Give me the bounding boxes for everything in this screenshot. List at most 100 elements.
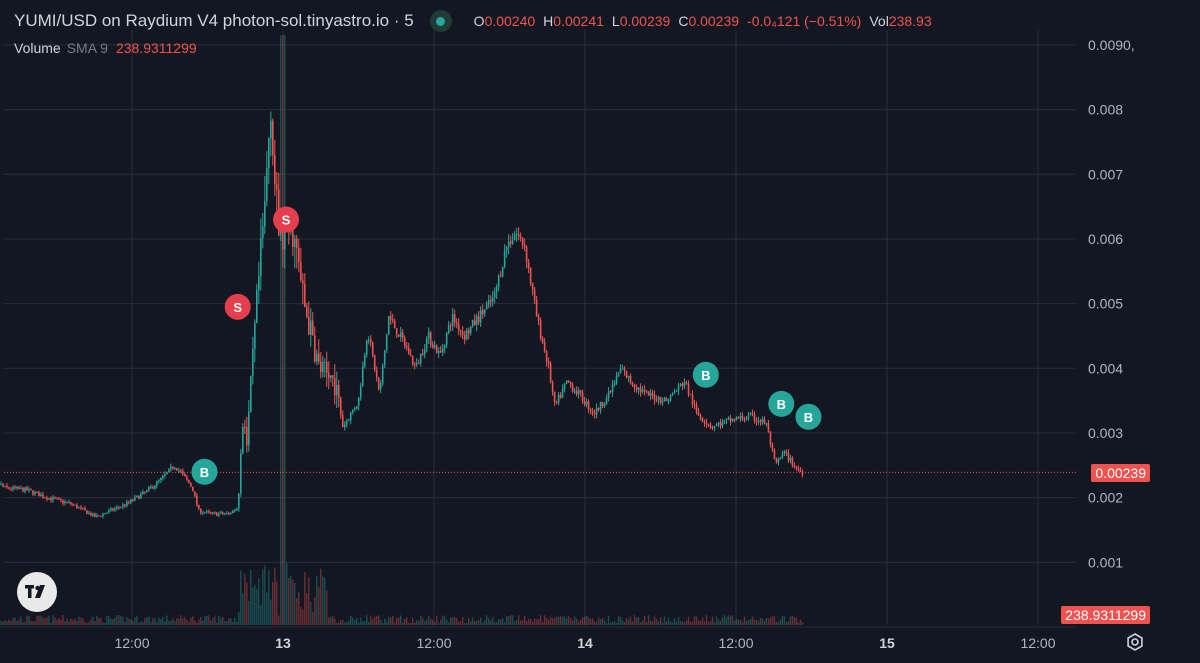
- volume-bar: [519, 620, 522, 625]
- candle-body: [16, 486, 18, 489]
- candle-body: [411, 355, 414, 365]
- volume-bar: [360, 617, 362, 625]
- candle-body: [377, 377, 380, 389]
- candle-body: [266, 168, 268, 202]
- volume-legend-name: Volume: [14, 40, 61, 56]
- candle-body: [148, 487, 150, 491]
- candle-body: [393, 320, 396, 329]
- volume-bar: [661, 622, 664, 625]
- candle-body: [256, 289, 258, 323]
- volume-bar: [58, 618, 60, 625]
- volume-bar: [36, 615, 38, 625]
- volume-bar: [779, 619, 782, 625]
- volume-bar: [124, 622, 126, 625]
- candle-body: [335, 384, 338, 396]
- volume-bar: [346, 621, 348, 625]
- volume-bar: [274, 567, 276, 625]
- volume-legend[interactable]: Volume SMA 9 238.9311299: [14, 40, 197, 56]
- volume-bar: [487, 618, 490, 625]
- candle-body: [509, 241, 512, 244]
- candle-body: [477, 316, 480, 323]
- candle-body: [659, 397, 662, 403]
- volume-bar: [793, 617, 796, 625]
- volume-bar: [777, 621, 780, 625]
- candle-body: [425, 338, 428, 350]
- candle-body: [0, 484, 2, 486]
- sell-marker-label: S: [282, 213, 291, 228]
- candle-body: [96, 515, 98, 518]
- volume-bar: [795, 617, 798, 625]
- volume-bar: [651, 621, 654, 625]
- candle-body: [230, 512, 232, 514]
- volume-bar: [410, 622, 412, 625]
- candle-body: [8, 487, 10, 489]
- volume-bar: [350, 615, 352, 625]
- candle-body: [441, 348, 444, 353]
- candle-body: [533, 289, 536, 300]
- ohlc-high-value: 0.00241: [553, 13, 604, 29]
- candle-body: [661, 400, 664, 403]
- volume-bar: [639, 622, 642, 625]
- candle-body: [765, 423, 768, 425]
- ohlc-volume-key: Vol: [869, 13, 889, 29]
- volume-bar: [42, 617, 44, 625]
- candle-body: [461, 331, 464, 335]
- candle-body: [655, 400, 658, 402]
- candle-body: [138, 495, 140, 499]
- candle-body: [341, 415, 344, 428]
- volume-bar: [322, 576, 324, 625]
- volume-bar: [735, 618, 738, 625]
- volume-bar: [679, 621, 682, 625]
- candle-body: [178, 470, 180, 472]
- candle-body: [547, 361, 550, 364]
- volume-bar: [144, 618, 146, 625]
- volume-bar: [324, 577, 326, 625]
- volume-bar: [318, 586, 320, 625]
- settings-gear-icon[interactable]: [1125, 632, 1145, 652]
- candle-body: [186, 476, 188, 480]
- volume-bar: [571, 620, 574, 625]
- volume-bar: [334, 618, 336, 625]
- candle-body: [367, 339, 370, 341]
- volume-bar: [114, 617, 116, 625]
- volume-bar: [579, 619, 582, 625]
- volume-bar: [451, 617, 454, 625]
- volume-bar: [421, 618, 424, 625]
- candle-body: [206, 511, 208, 513]
- volume-bar: [368, 621, 370, 625]
- volume-bar: [609, 622, 612, 625]
- candle-body: [122, 504, 124, 507]
- volume-bar: [34, 621, 36, 625]
- volume-bar: [637, 616, 640, 625]
- volume-bar: [505, 616, 508, 625]
- candle-body: [156, 481, 158, 486]
- candle-body: [214, 512, 216, 514]
- candle-body: [599, 401, 602, 410]
- candle-body: [719, 422, 722, 426]
- volume-bar: [416, 620, 418, 625]
- candle-body: [248, 411, 250, 446]
- volume-bar: [408, 622, 410, 625]
- volume-bar: [312, 612, 314, 625]
- volume-bar: [461, 617, 464, 625]
- candle-body: [493, 292, 496, 298]
- volume-bar: [531, 621, 534, 625]
- volume-bar: [412, 617, 414, 625]
- candle-body: [511, 240, 514, 244]
- volume-bar: [601, 618, 604, 625]
- ohlc-change-value: -0.0₄121 (−0.51%): [747, 13, 862, 29]
- symbol-title[interactable]: YUMI/USD on Raydium V4 photon-sol.tinyas…: [14, 11, 414, 30]
- volume-bar: [272, 582, 274, 625]
- volume-bar: [204, 615, 206, 625]
- volume-bar: [374, 616, 376, 625]
- candle-body: [515, 233, 518, 235]
- volume-bar: [791, 616, 794, 625]
- volume-bar: [146, 617, 148, 625]
- candle-body: [537, 316, 540, 321]
- candle-body: [785, 451, 788, 453]
- volume-bar: [585, 615, 588, 625]
- volume-bar: [773, 616, 776, 625]
- volume-bar: [529, 619, 532, 625]
- tradingview-logo-icon[interactable]: [17, 572, 57, 612]
